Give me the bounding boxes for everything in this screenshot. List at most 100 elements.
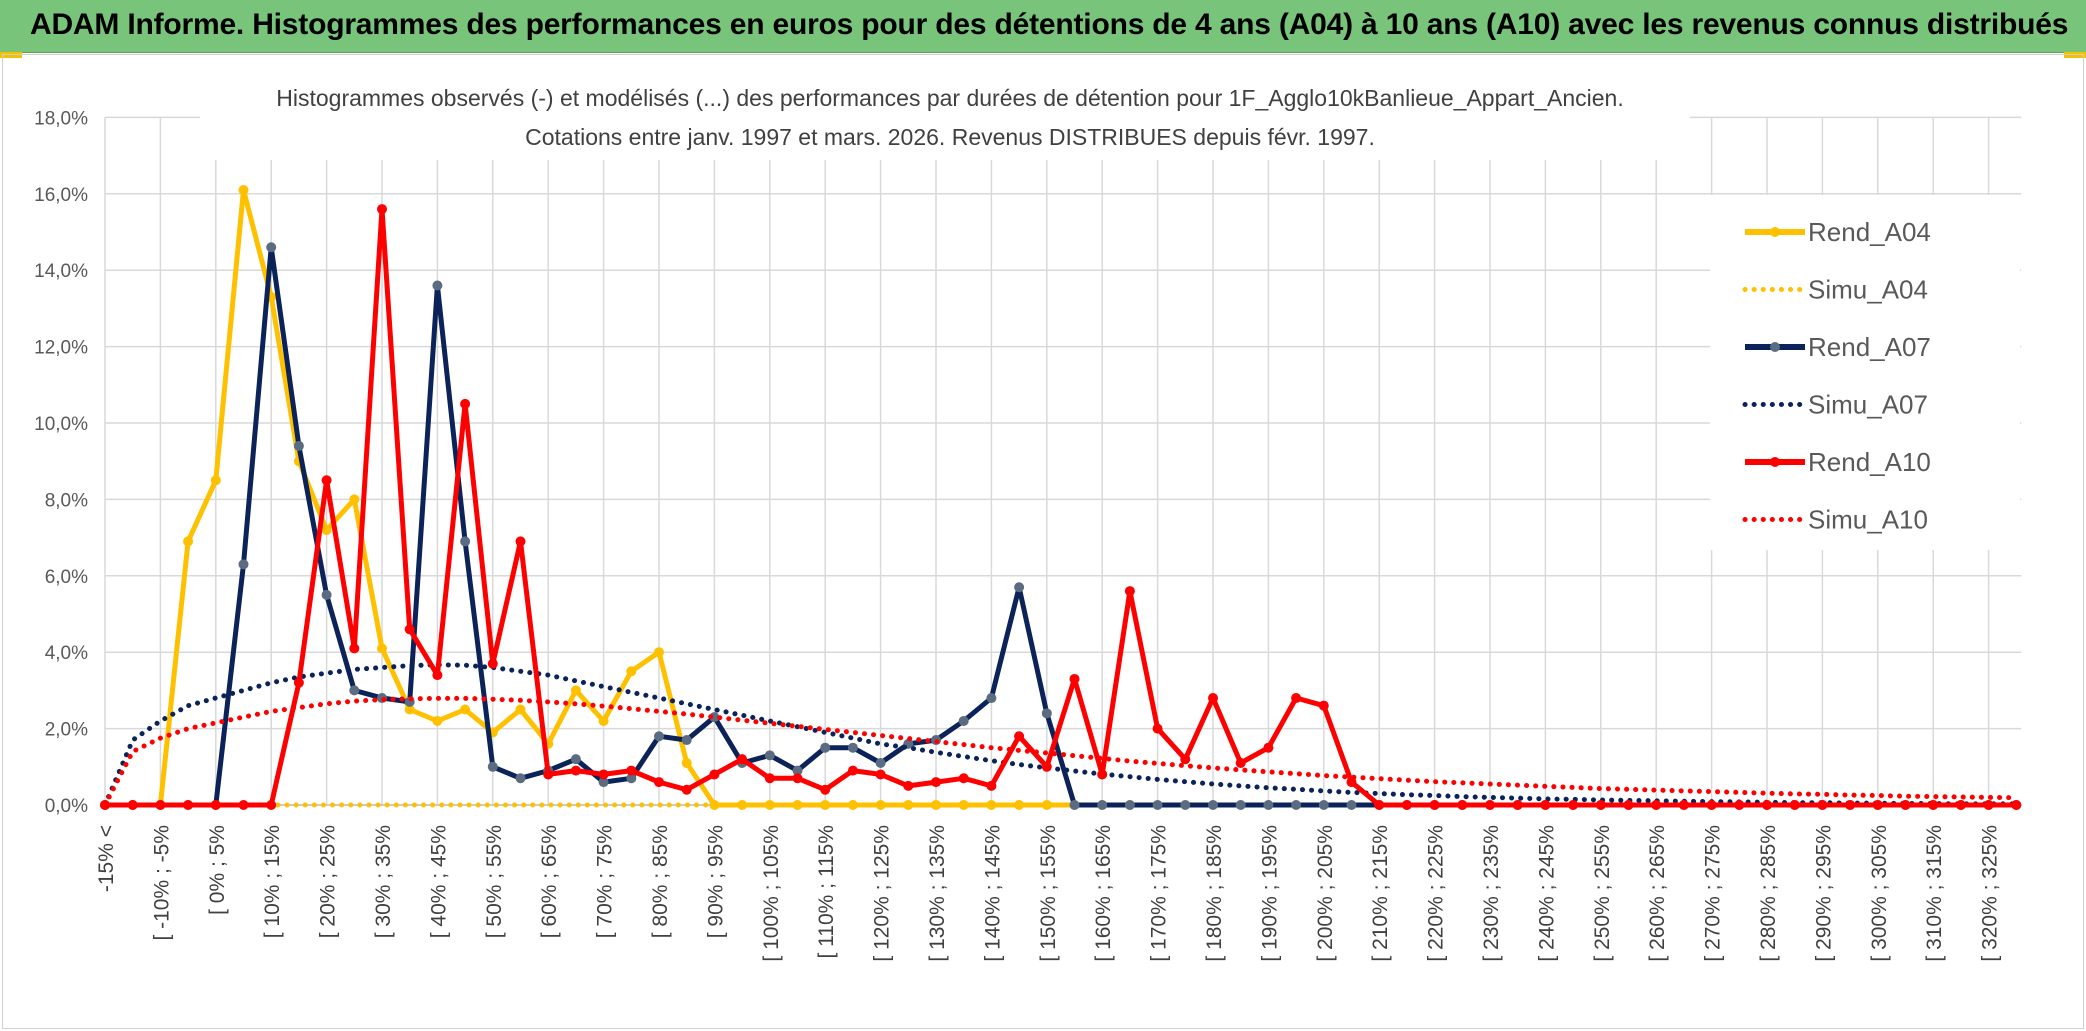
rend-a10-point (1263, 742, 1274, 753)
rend-a04-point (598, 715, 609, 726)
rend-a10-point (460, 398, 471, 409)
rend-a10-point (1485, 800, 1495, 810)
rend-a07-point (681, 735, 692, 746)
rend-a07-point (986, 693, 997, 704)
rend-a10-point (1318, 700, 1329, 711)
x-tick-label: [ 150% ; 155% (1037, 825, 1060, 962)
x-tick-label: [ 120% ; 125% (871, 825, 894, 962)
rend-a07-point (460, 536, 471, 547)
rend-a07-point (958, 715, 969, 726)
rend-a10-point (626, 765, 637, 776)
x-tick-label: [ 170% ; 175% (1148, 825, 1171, 962)
rend-a10-point (764, 773, 775, 784)
rend-a07-point (598, 777, 609, 788)
x-tick-label: [ 250% ; 255% (1591, 825, 1614, 962)
rend-a07-point (1263, 800, 1274, 810)
legend-label-rend-a10: Rend_A10 (1808, 447, 1931, 477)
rend-a04-point (681, 757, 692, 768)
chart-title-line2: Cotations entre janv. 1997 et mars. 2026… (525, 124, 1375, 150)
rend-a04-point (321, 524, 332, 535)
rend-a07-point (1041, 708, 1052, 719)
x-tick-label: [ 60% ; 65% (538, 825, 561, 938)
rend-a10-point (1374, 800, 1385, 810)
rend-a10-point (432, 670, 443, 681)
rend-a07-point (349, 685, 360, 696)
rend-a10-point (654, 777, 664, 788)
y-tick-label: 18,0% (34, 108, 88, 129)
legend-label-simu-a10: Simu_A10 (1808, 505, 1928, 535)
x-tick-label: [ 280% ; 285% (1757, 825, 1780, 962)
x-tick-label: [ -10% ; -5% (150, 825, 173, 941)
rend-a10-point (377, 204, 387, 215)
legend-backdrop (1710, 195, 2020, 550)
rend-a10-point (958, 773, 969, 784)
corner-accent-left (0, 52, 22, 58)
report-title: ADAM Informe. Histogrammes des performan… (30, 8, 2069, 41)
chart-title-line1: Histogrammes observés (-) et modélisés (… (276, 85, 1624, 111)
x-tick-label: [ 90% ; 95% (704, 825, 727, 938)
rend-a10-point (1900, 800, 1911, 810)
y-tick-label: 10,0% (34, 414, 88, 435)
rend-a10-point (1069, 673, 1080, 684)
rend-a10-point (903, 780, 914, 791)
rend-a10-point (155, 800, 166, 810)
rend-a07-point (1235, 800, 1246, 810)
simu-a07-line (102, 662, 2019, 808)
rend-a10-point (238, 800, 249, 810)
rend-a07-point (1069, 800, 1080, 810)
rend-a10-point (931, 777, 941, 788)
x-tick-label: [ 300% ; 305% (1868, 825, 1891, 962)
legend-label-rend-a04: Rend_A04 (1808, 217, 1931, 247)
y-tick-label: 16,0% (34, 185, 88, 206)
chart-frame (2, 54, 2084, 1029)
rend-a10-point (1734, 800, 1745, 810)
legend-marker-rend-a07 (1770, 342, 1780, 352)
rend-a04-point (183, 536, 194, 547)
rend-a10-point (986, 780, 997, 791)
rend-a10-point (681, 784, 692, 795)
rend-a07-point (266, 242, 277, 253)
rend-a07-point (515, 773, 526, 784)
rend-a07-point (321, 589, 332, 600)
rend-a04-point (626, 666, 637, 677)
x-tick-label: [ 40% ; 45% (427, 825, 450, 938)
rend-a10-point (1955, 800, 1966, 810)
rend-a07-point (1208, 800, 1218, 810)
y-tick-label: 12,0% (34, 338, 88, 359)
legend: Rend_A04 Simu_A04 Rend_A07 Simu_A07 Rend_A10… (1710, 195, 2020, 550)
rend-a07-point (570, 754, 581, 765)
rend-a10-point (2011, 800, 2022, 810)
rend-a10-point (1401, 800, 1412, 810)
rend-a07-point (1346, 800, 1357, 810)
x-tick-label: [ 190% ; 195% (1258, 825, 1281, 962)
rend-a10-point (709, 769, 720, 780)
rend-a04-point (931, 800, 941, 810)
rend-a10-point (1762, 800, 1772, 810)
x-tick-label: [ 70% ; 75% (594, 825, 617, 938)
legend-marker-rend-a04 (1770, 227, 1780, 237)
rend-a10-point (1235, 757, 1246, 768)
rend-a10-point (1208, 693, 1218, 704)
rend-a07-point (847, 742, 858, 753)
legend-label-simu-a07: Simu_A07 (1808, 390, 1928, 420)
rend-a07-point (1124, 800, 1135, 810)
x-tick-label: [ 200% ; 205% (1314, 825, 1337, 962)
rend-a10-point (487, 658, 498, 669)
x-tick-label: [ 260% ; 265% (1646, 825, 1669, 962)
rend-a07-point (1152, 800, 1163, 810)
rend-a07-point (654, 731, 664, 742)
rend-a07-point (293, 440, 304, 451)
x-tick-label: [ 310% ; 315% (1923, 825, 1946, 962)
rend-a07-point (820, 742, 831, 753)
rend-a10-point (570, 765, 581, 776)
y-tick-label: 4,0% (45, 643, 88, 664)
rend-a10-point (404, 624, 415, 635)
rend-a10-point (515, 536, 526, 547)
y-tick-label: 0,0% (45, 796, 88, 817)
rend-a04-point (238, 184, 249, 195)
y-tick-label: 2,0% (45, 720, 88, 741)
rend-a10-point (1512, 800, 1523, 810)
legend-label-rend-a07: Rend_A07 (1808, 332, 1931, 362)
y-tick-label: 8,0% (45, 490, 88, 511)
rend-a07-point (626, 773, 637, 784)
